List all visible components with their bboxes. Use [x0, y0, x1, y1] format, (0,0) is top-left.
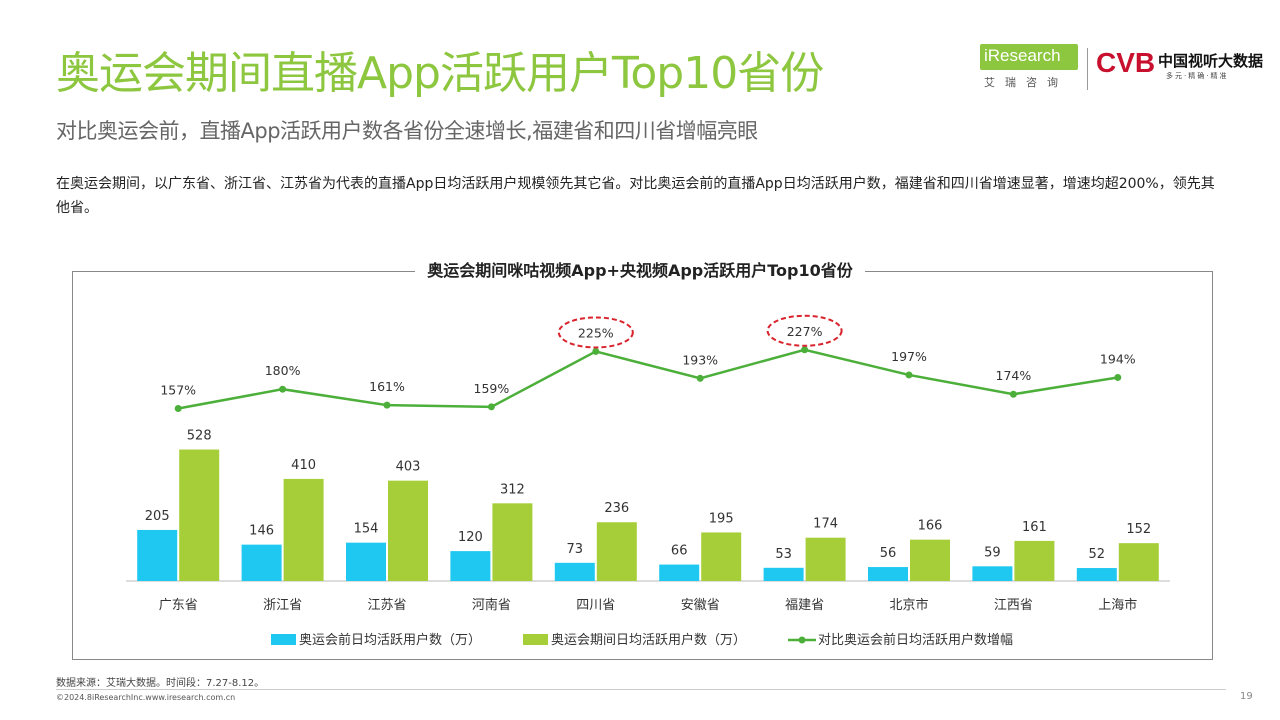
logo-area: iResearch 艾瑞咨询 CVB 中国视听大数据 多元·精确·精准	[980, 44, 1270, 94]
cvb-logo-name: 中国视听大数据	[1158, 52, 1264, 70]
iresearch-logo-text: iResearch	[984, 46, 1061, 65]
cvb-logo-tagline: 多元·精确·精准	[1166, 72, 1229, 80]
copyright: ©2024.8iResearchInc.www.iresearch.com.cn	[56, 693, 236, 702]
page-number: 19	[1240, 691, 1253, 702]
iresearch-logo-subtext: 艾瑞咨询	[984, 76, 1068, 89]
page-title: 奥运会期间直播App活跃用户Top10省份	[56, 48, 824, 99]
page-subtitle: 对比奥运会前，直播App活跃用户数各省份全速增长,福建省和四川省增幅亮眼	[56, 119, 758, 143]
iresearch-logo: iResearch	[980, 44, 1078, 70]
logo-divider	[1087, 48, 1088, 90]
cvb-logo: CVB	[1096, 47, 1156, 78]
chart-title-wrap: 奥运会期间咪咕视频App+央视频App活跃用户Top10省份	[0, 258, 1280, 284]
chart-frame	[72, 271, 1213, 660]
summary-text: 在奥运会期间，以广东省、浙江省、江苏省为代表的直播App日均活跃用户规模领先其它…	[56, 176, 1215, 216]
chart-title: 奥运会期间咪咕视频App+央视频App活跃用户Top10省份	[415, 261, 865, 280]
footer-divider	[56, 689, 1226, 690]
data-source: 数据来源：艾瑞大数据。时间段：7.27-8.12。	[56, 678, 265, 689]
